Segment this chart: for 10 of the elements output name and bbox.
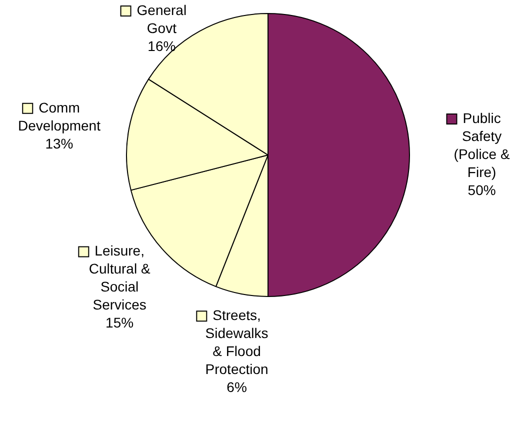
data-label: 15% bbox=[106, 314, 134, 331]
data-label: 6% bbox=[226, 378, 247, 395]
legend-label: Public Safety (Police & Fire) bbox=[454, 110, 510, 180]
data-label: 13% bbox=[45, 135, 74, 152]
legend-label: General Govt bbox=[136, 2, 187, 36]
legend-label: Streets, Sidewalks & Flood Protection bbox=[205, 306, 268, 377]
data-label: 16% bbox=[148, 38, 176, 54]
data-label: 50% bbox=[468, 182, 496, 198]
legend-label: Comm Development bbox=[18, 99, 101, 134]
legend-label: Leisure, Cultural & Social Services bbox=[88, 242, 151, 313]
